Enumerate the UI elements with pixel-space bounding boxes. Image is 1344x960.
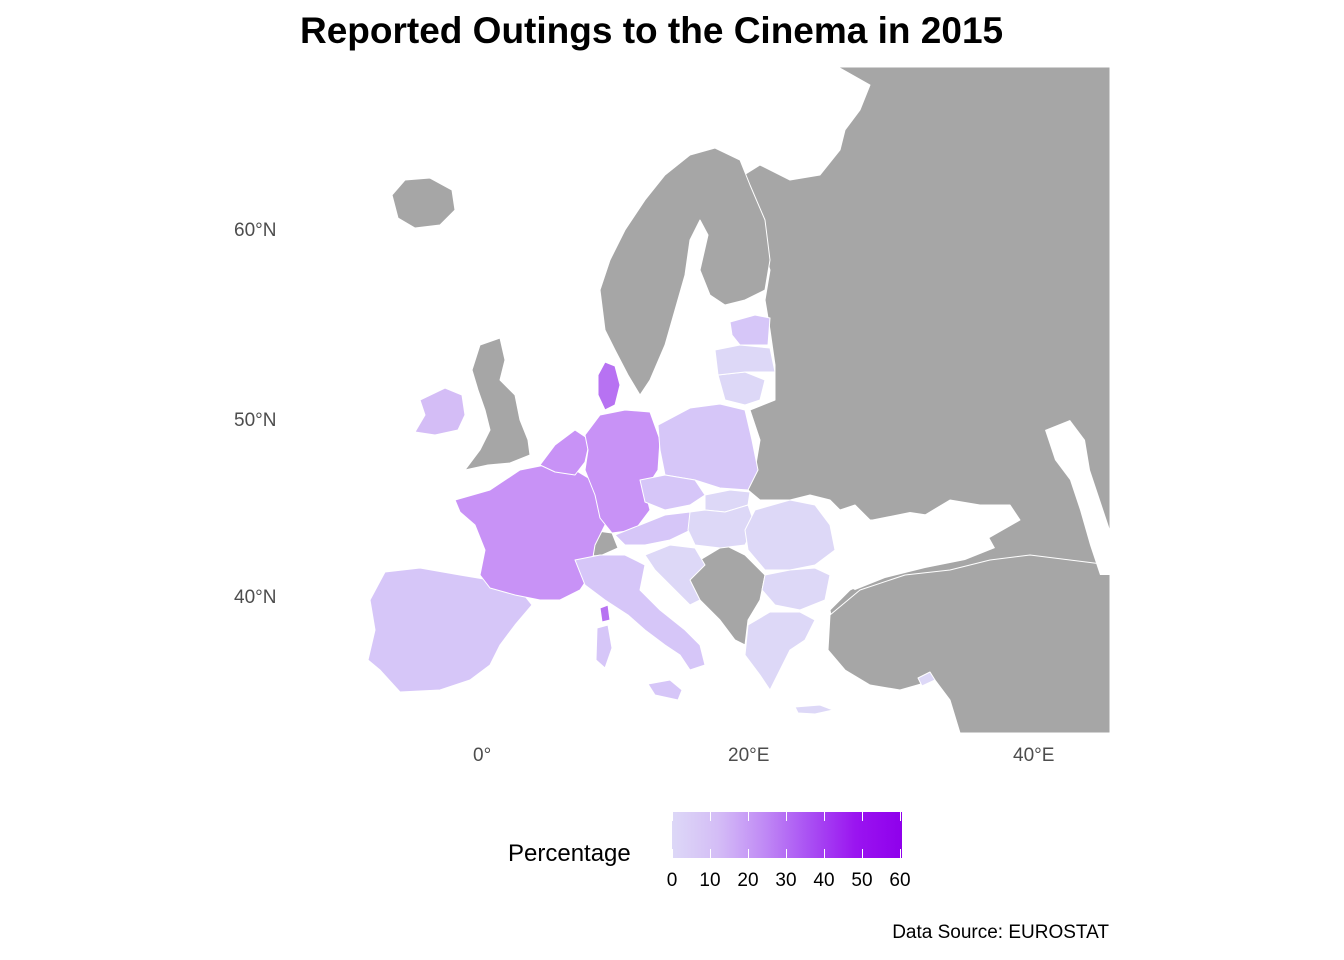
legend-notch [824, 849, 825, 858]
legend-tick: 20 [737, 870, 759, 891]
ireland-region [414, 387, 466, 436]
lon-label-40e: 40°E [1013, 745, 1055, 766]
legend-tick: 50 [851, 870, 873, 891]
legend-notch [748, 849, 749, 858]
latvia-region [714, 344, 776, 376]
crete-region [794, 704, 834, 715]
legend-notch [900, 849, 901, 858]
legend-notch [786, 812, 787, 821]
data-source-caption: Data Source: EUROSTAT [892, 922, 1109, 943]
lat-label-50: 50°N [234, 410, 277, 431]
legend-notch [862, 849, 863, 858]
legend-colorbar [672, 812, 902, 858]
poland-region [657, 403, 759, 491]
spain-portugal-region [367, 567, 533, 693]
benelux-region [539, 429, 591, 476]
lithuania-region [717, 371, 766, 406]
legend-notch [672, 849, 673, 858]
lon-label-0: 0° [473, 745, 492, 766]
legend-tick: 10 [699, 870, 721, 891]
legend-notch [710, 812, 711, 821]
estonia-region [729, 314, 771, 346]
hungary-region [687, 504, 756, 549]
sardinia-region [595, 624, 613, 669]
cyprus-region [917, 671, 936, 687]
legend-tick: 30 [775, 870, 797, 891]
legend-notch [710, 849, 711, 858]
italy-region [574, 554, 706, 671]
germany-region [584, 409, 661, 534]
legend-notch [672, 812, 673, 821]
denmark-region [597, 361, 621, 411]
czech-region [639, 474, 706, 511]
map-title: Reported Outings to the Cinema in 2015 [300, 10, 1004, 51]
legend-notch [900, 812, 901, 821]
legend-tick: 0 [666, 870, 678, 891]
legend-notch [786, 849, 787, 858]
romania-region [744, 499, 836, 571]
legend-tick: 60 [889, 870, 911, 891]
legend-notch [824, 812, 825, 821]
britain-region [464, 337, 531, 471]
slovenia-croatia-region [644, 544, 706, 606]
legend-notch [748, 812, 749, 821]
legend-notch [862, 812, 863, 821]
greece-region [744, 611, 816, 691]
legend-title: Percentage [508, 840, 631, 867]
lat-label-40: 40°N [234, 587, 277, 608]
black-sea [835, 512, 995, 590]
caspian-sea [1045, 420, 1110, 575]
iceland-region [391, 177, 456, 229]
lon-label-20e: 20°E [728, 745, 770, 766]
scandinavia-region [599, 147, 771, 396]
turkey-region [827, 554, 1110, 733]
legend-tick: 40 [813, 870, 835, 891]
lat-label-60: 60°N [234, 220, 277, 241]
corsica-region [599, 604, 611, 623]
sicily-region [647, 679, 683, 701]
bulgaria-region [761, 567, 831, 611]
